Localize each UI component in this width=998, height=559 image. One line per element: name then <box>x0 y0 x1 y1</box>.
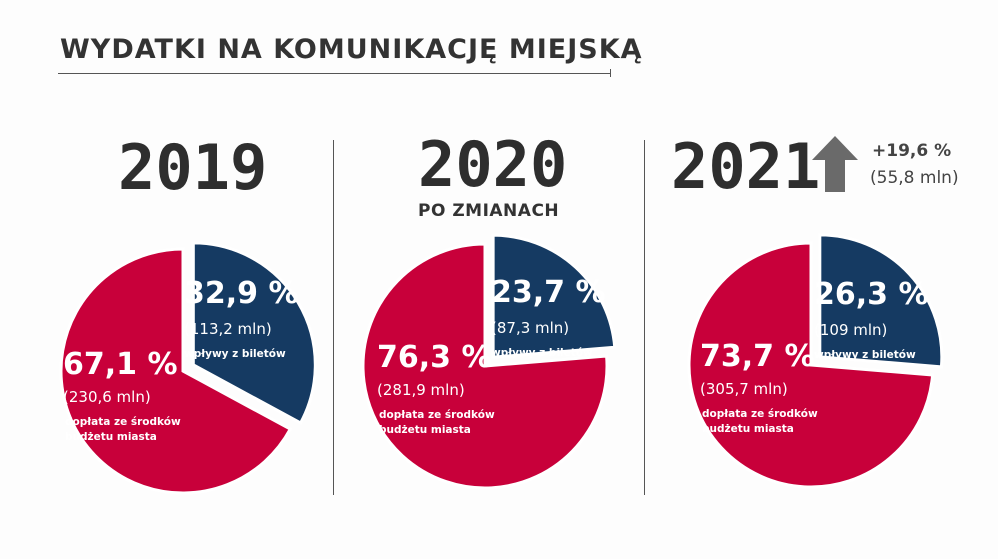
subsidy-percent-label: 76,3 % <box>377 340 492 375</box>
subsidy-description-label: dopłata ze środków <box>65 416 181 428</box>
divider-left <box>333 140 334 495</box>
pie-slice-subsidy <box>687 241 935 489</box>
up-arrow-shape <box>812 136 858 192</box>
tickets-amount-label: (113,2 mln) <box>184 320 272 338</box>
subsidy-description-label: dopłata ze środków <box>702 408 818 420</box>
subsidy-description-label: budżetu miasta <box>379 424 471 436</box>
pie-slice-tickets <box>191 241 317 425</box>
tickets-amount-label: (109 mln) <box>814 321 887 339</box>
subsidy-amount-label: (305,7 mln) <box>700 380 788 398</box>
tickets-description-label: wpływy z biletów <box>184 348 286 360</box>
tickets-percent-label: 23,7 % <box>491 275 606 310</box>
subsidy-description-label: budżetu miasta <box>65 431 157 443</box>
subsidy-amount-label: (230,6 mln) <box>63 388 151 406</box>
pie-chart-2019: 32,9 % (113,2 mln) wpływy z biletów 67,1 % (… <box>59 241 317 495</box>
title-underline <box>58 69 611 77</box>
year-2019-title: 2019 <box>118 131 268 204</box>
tickets-description-label: wpływy z biletów <box>814 349 916 361</box>
pie-slice-tickets <box>491 233 617 359</box>
page-title: WYDATKI NA KOMUNIKACJĘ MIEJSKĄ <box>60 34 643 65</box>
pie-slice-tickets <box>818 233 944 369</box>
subsidy-description-label: dopłata ze środków <box>379 409 495 421</box>
tickets-description-label: wpływy z biletów <box>491 347 593 359</box>
tickets-percent-label: 32,9 % <box>184 276 299 311</box>
subsidy-percent-label: 73,7 % <box>700 339 815 374</box>
year-2020-title: 2020 <box>418 128 568 201</box>
pie-slice-subsidy <box>361 242 609 490</box>
tickets-percent-label: 26,3 % <box>814 277 929 312</box>
tickets-amount-label: (87,3 mln) <box>491 319 569 337</box>
up-arrow-icon <box>812 136 858 192</box>
growth-percent: +19,6 % <box>872 141 952 161</box>
growth-amount: (55,8 mln) <box>870 168 959 188</box>
year-2020-subtitle: PO ZMIANACH <box>418 201 560 221</box>
divider-right <box>644 140 645 495</box>
subsidy-percent-label: 67,1 % <box>63 347 178 382</box>
pie-slice-subsidy <box>59 247 293 495</box>
year-2021-title: 2021 <box>671 130 821 203</box>
subsidy-amount-label: (281,9 mln) <box>377 381 465 399</box>
subsidy-description-label: budżetu miasta <box>702 423 794 435</box>
